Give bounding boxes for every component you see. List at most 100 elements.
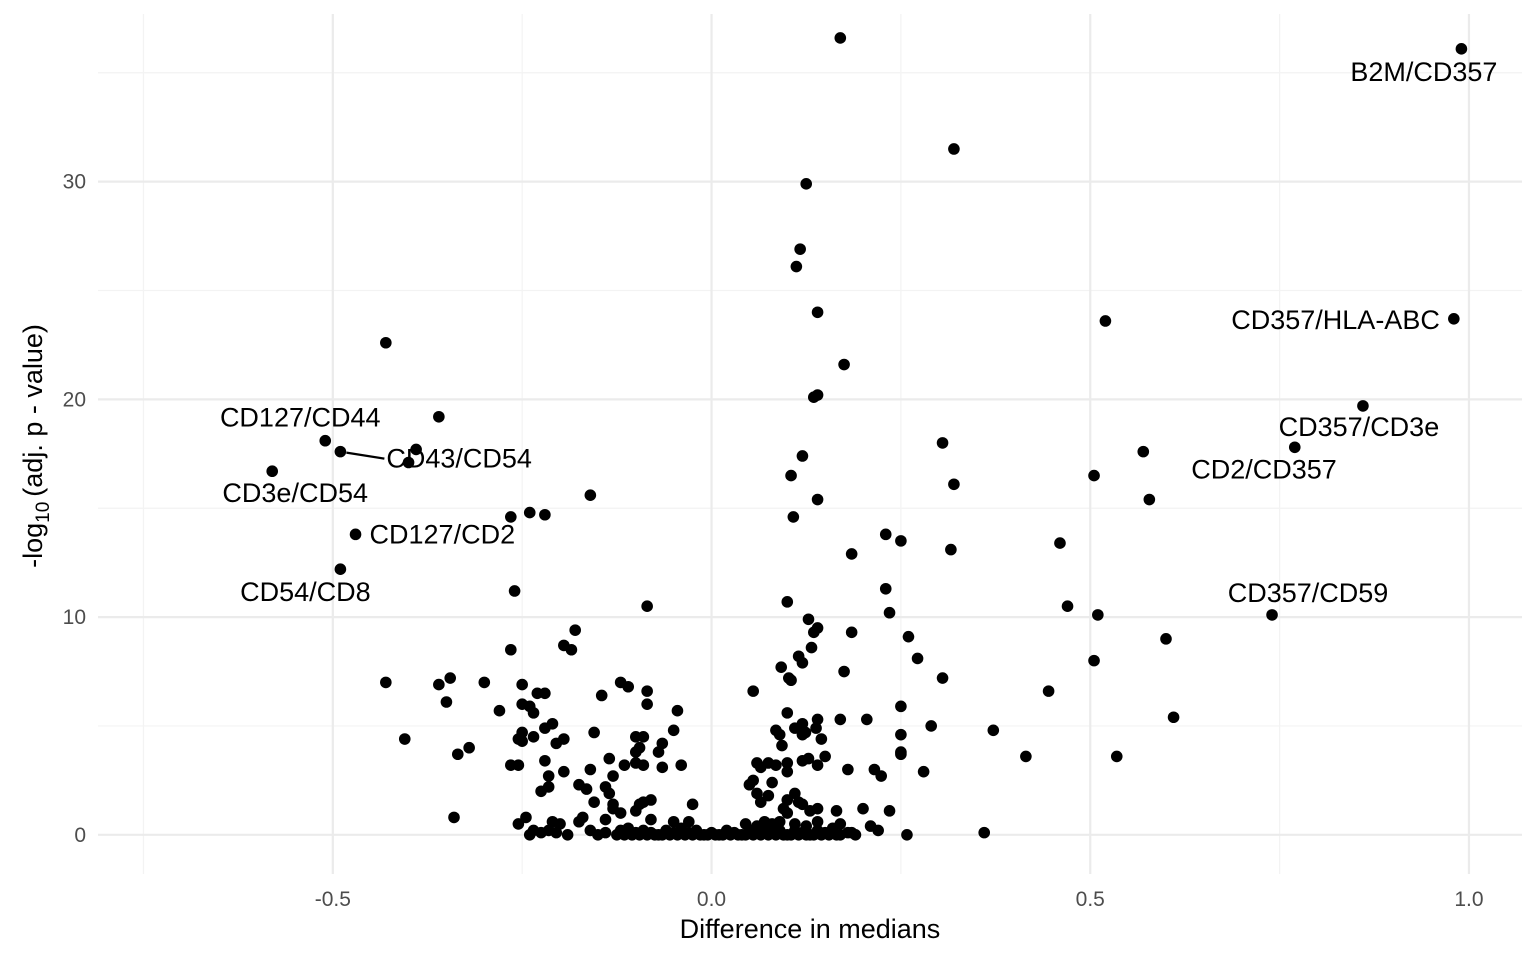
y-tick-label: 30 xyxy=(63,171,86,194)
data-point xyxy=(811,306,824,319)
data-point xyxy=(936,672,949,684)
data-point xyxy=(380,676,392,689)
point-label: CD2/CD357 xyxy=(1191,454,1337,484)
point-label: CD357/CD59 xyxy=(1228,578,1389,608)
data-point xyxy=(872,824,884,837)
y-tick-label: 10 xyxy=(63,606,86,629)
data-point xyxy=(637,731,650,743)
x-tick-label: 0.0 xyxy=(697,888,726,911)
data-point xyxy=(936,437,949,449)
data-point xyxy=(785,674,797,687)
data-point xyxy=(815,733,828,745)
data-point xyxy=(599,826,612,839)
x-axis-ticks: -0.5 0.0 0.5 1.0 xyxy=(315,888,1484,911)
data-point xyxy=(584,489,597,501)
data-point xyxy=(775,661,788,673)
y-axis-title: -log10 (adj. p - value) xyxy=(18,324,54,568)
data-point xyxy=(925,720,937,732)
data-point xyxy=(838,358,850,371)
data-point xyxy=(781,757,794,769)
data-point xyxy=(508,585,521,597)
data-point xyxy=(773,815,786,828)
data-point xyxy=(505,643,517,656)
data-point xyxy=(802,752,815,765)
data-point xyxy=(781,794,794,806)
data-point xyxy=(410,443,422,456)
data-point xyxy=(1448,313,1460,325)
data-point xyxy=(747,685,759,697)
data-point xyxy=(879,582,892,595)
data-point xyxy=(842,763,854,776)
data-point xyxy=(830,829,843,841)
x-tick-label: 0.5 xyxy=(1076,888,1105,911)
data-point xyxy=(542,770,555,782)
data-point xyxy=(1020,750,1032,763)
data-point xyxy=(781,707,794,719)
data-point xyxy=(334,563,347,575)
data-point xyxy=(512,818,525,830)
data-point xyxy=(754,761,767,774)
data-point xyxy=(902,630,915,643)
x-tick-label: 1.0 xyxy=(1454,888,1483,911)
data-point xyxy=(811,759,824,771)
data-point xyxy=(652,746,665,758)
data-point xyxy=(819,750,831,763)
data-point xyxy=(895,746,907,758)
data-point xyxy=(781,765,794,778)
data-point xyxy=(883,805,896,817)
data-point xyxy=(895,535,907,547)
data-point xyxy=(781,596,794,608)
point-label: CD3e/CD54 xyxy=(222,478,368,508)
y-axis-title-subscript: 10 xyxy=(33,502,54,523)
data-point xyxy=(433,410,445,423)
point-label: CD127/CD2 xyxy=(370,519,516,549)
data-point xyxy=(811,713,824,726)
data-point xyxy=(811,493,824,506)
data-point xyxy=(861,713,873,726)
data-point xyxy=(641,600,653,613)
data-point xyxy=(523,829,536,841)
data-point xyxy=(807,391,820,403)
data-point xyxy=(790,260,803,273)
data-point xyxy=(505,759,517,771)
data-point xyxy=(588,726,600,739)
data-point xyxy=(1088,469,1100,482)
point-label: B2M/CD357 xyxy=(1350,57,1497,87)
data-point xyxy=(800,178,813,190)
data-point xyxy=(535,785,547,798)
data-point xyxy=(686,798,699,811)
data-point xyxy=(569,624,581,636)
data-point xyxy=(614,807,627,819)
data-point xyxy=(834,713,847,726)
data-point xyxy=(554,818,566,830)
data-point xyxy=(398,733,411,745)
data-point xyxy=(751,787,763,800)
data-point xyxy=(588,796,600,808)
data-point xyxy=(1042,685,1055,697)
label-leader-line xyxy=(346,451,385,460)
data-point xyxy=(1137,445,1150,458)
point-label: CD127/CD44 xyxy=(220,403,381,433)
data-point xyxy=(520,811,532,824)
y-tick-label: 20 xyxy=(63,388,86,411)
data-point xyxy=(785,469,797,482)
data-point xyxy=(402,456,415,469)
data-point xyxy=(810,722,822,734)
data-point xyxy=(444,672,457,684)
data-point xyxy=(599,813,612,826)
data-point xyxy=(433,678,445,691)
data-point xyxy=(671,704,684,717)
data-point xyxy=(796,450,809,462)
data-point xyxy=(641,698,653,710)
data-points xyxy=(266,32,1468,841)
data-point xyxy=(1099,315,1112,327)
data-point xyxy=(805,641,818,654)
data-point xyxy=(945,543,957,556)
data-point xyxy=(773,728,786,741)
data-point xyxy=(527,731,540,743)
data-point xyxy=(603,787,616,800)
data-point xyxy=(766,776,778,789)
data-point xyxy=(895,700,907,713)
data-point xyxy=(1455,43,1468,55)
data-point xyxy=(1054,537,1066,549)
